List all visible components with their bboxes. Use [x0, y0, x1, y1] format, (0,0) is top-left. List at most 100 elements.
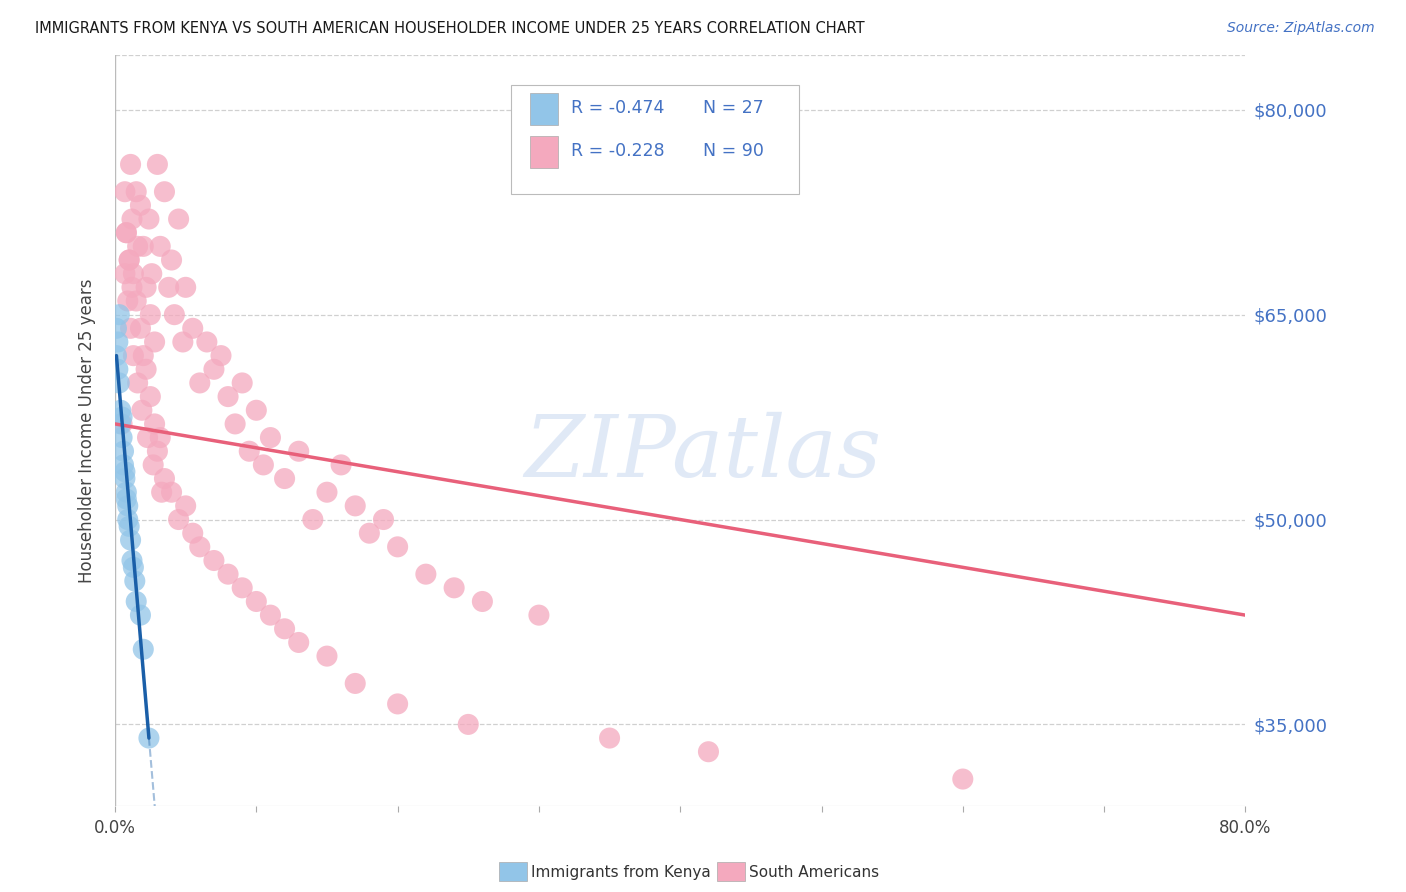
Point: [153, 471, 176, 485]
Point: [415, 567, 437, 582]
Point: [131, 403, 153, 417]
Point: [124, 574, 146, 588]
Point: [121, 212, 143, 227]
Point: [117, 512, 139, 526]
Point: [344, 676, 367, 690]
Point: [143, 334, 166, 349]
Point: [105, 321, 128, 335]
Point: [471, 594, 494, 608]
Point: [387, 540, 409, 554]
Point: [217, 567, 239, 582]
Point: [287, 444, 309, 458]
Point: [114, 465, 136, 479]
Point: [122, 349, 145, 363]
Point: [122, 267, 145, 281]
Point: [108, 308, 131, 322]
Text: Source: ZipAtlas.com: Source: ZipAtlas.com: [1227, 21, 1375, 35]
Point: [387, 697, 409, 711]
Point: [142, 458, 165, 472]
Point: [117, 293, 139, 308]
Point: [111, 431, 134, 445]
Point: [107, 334, 129, 349]
Point: [316, 485, 339, 500]
Point: [697, 745, 720, 759]
Point: [114, 267, 136, 281]
Text: IMMIGRANTS FROM KENYA VS SOUTH AMERICAN HOUSEHOLDER INCOME UNDER 25 YEARS CORREL: IMMIGRANTS FROM KENYA VS SOUTH AMERICAN …: [35, 21, 865, 36]
Point: [112, 458, 135, 472]
Point: [252, 458, 274, 472]
Point: [111, 410, 134, 425]
Point: [153, 185, 176, 199]
Point: [163, 308, 186, 322]
Point: [149, 431, 172, 445]
Point: [138, 731, 160, 745]
Text: R = -0.228: R = -0.228: [571, 143, 664, 161]
Text: N = 27: N = 27: [703, 100, 763, 118]
Point: [172, 334, 194, 349]
Point: [121, 280, 143, 294]
Point: [125, 185, 148, 199]
Point: [127, 376, 149, 390]
Point: [135, 280, 157, 294]
Point: [188, 540, 211, 554]
Point: [344, 499, 367, 513]
Point: [527, 608, 550, 623]
Point: [195, 334, 218, 349]
Point: [132, 239, 155, 253]
Point: [231, 376, 253, 390]
Point: [110, 417, 132, 431]
Point: [129, 198, 152, 212]
Y-axis label: Householder Income Under 25 years: Householder Income Under 25 years: [79, 278, 96, 583]
Point: [302, 512, 325, 526]
Point: [115, 226, 138, 240]
Point: [443, 581, 465, 595]
Point: [118, 253, 141, 268]
Point: [114, 185, 136, 199]
Point: [224, 417, 246, 431]
Point: [273, 622, 295, 636]
Point: [146, 444, 169, 458]
Point: [120, 533, 142, 547]
Point: [330, 458, 353, 472]
Point: [259, 431, 281, 445]
Point: [143, 417, 166, 431]
Point: [316, 649, 339, 664]
Point: [136, 431, 159, 445]
Point: [174, 499, 197, 513]
Point: [120, 321, 142, 335]
Point: [115, 491, 138, 506]
Point: [121, 553, 143, 567]
Point: [114, 471, 136, 485]
Point: [111, 417, 134, 431]
Point: [952, 772, 974, 786]
Point: [120, 157, 142, 171]
Point: [160, 253, 183, 268]
Point: [125, 293, 148, 308]
Point: [138, 212, 160, 227]
Point: [150, 485, 173, 500]
FancyBboxPatch shape: [510, 86, 799, 194]
Point: [373, 512, 395, 526]
Point: [127, 239, 149, 253]
Point: [105, 349, 128, 363]
Point: [287, 635, 309, 649]
Text: ZIPatlas: ZIPatlas: [524, 412, 882, 495]
Point: [167, 512, 190, 526]
Point: [231, 581, 253, 595]
Text: N = 90: N = 90: [703, 143, 763, 161]
Bar: [530, 136, 558, 168]
Point: [599, 731, 621, 745]
Point: [129, 321, 152, 335]
Point: [157, 280, 180, 294]
Point: [110, 403, 132, 417]
Point: [359, 526, 381, 541]
Point: [115, 226, 138, 240]
Point: [181, 526, 204, 541]
Point: [457, 717, 479, 731]
Point: [135, 362, 157, 376]
Point: [117, 499, 139, 513]
Point: [115, 485, 138, 500]
Point: [139, 390, 162, 404]
Point: [259, 608, 281, 623]
Point: [132, 349, 155, 363]
